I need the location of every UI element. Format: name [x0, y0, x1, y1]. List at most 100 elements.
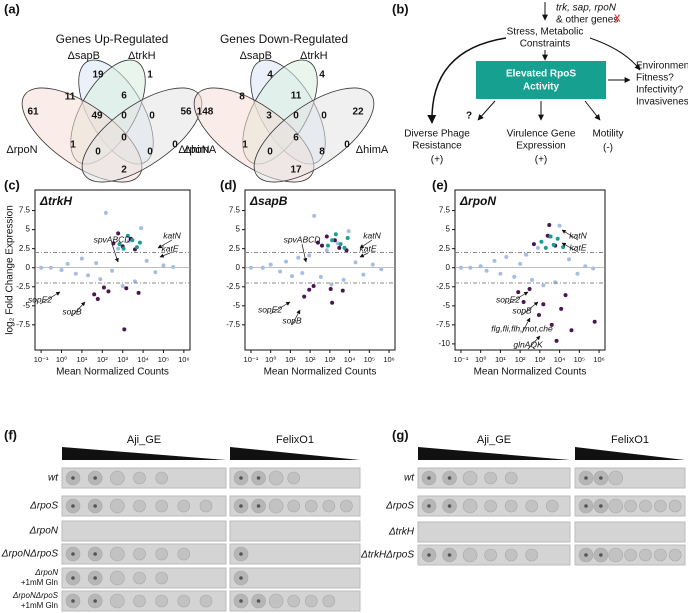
annotation-arrow: [561, 242, 579, 253]
venn-count: 1: [242, 140, 248, 151]
panel-label: (a): [4, 1, 20, 16]
row-label: ΔtrkHΔrpoS: [360, 550, 414, 561]
x-tick-label: 10⁴: [344, 355, 356, 364]
venn-count: 1: [70, 140, 76, 151]
plaque-center: [93, 552, 97, 556]
y-tick-label: -2.5: [436, 282, 450, 291]
venn-set-label: ΔtrkH: [300, 50, 328, 62]
phage-label: Aji_GE: [127, 434, 161, 446]
blocked-mark: x: [614, 9, 621, 24]
annotation-arrow: [521, 317, 531, 334]
venn-count: 0: [121, 133, 127, 144]
plaque-spot: [654, 499, 667, 513]
venn-count: 0: [293, 111, 299, 122]
plaque-spot: [504, 548, 518, 562]
plaque-spot: [133, 499, 146, 513]
venn-title: Genes Down-Regulated: [220, 32, 348, 46]
y-tick-label: 2.5: [19, 244, 31, 253]
point: [569, 328, 574, 333]
point: [567, 257, 572, 262]
stress-text: Constraints: [520, 39, 571, 50]
plaque-spot: [304, 499, 318, 513]
plaque-spot: [133, 471, 146, 485]
point: [575, 271, 580, 276]
plaque-spot: [608, 498, 624, 514]
plaque-center: [256, 599, 261, 603]
point: [124, 286, 129, 291]
center-text: Elevated RpoS: [506, 69, 576, 80]
plaque-center: [239, 576, 243, 580]
point: [318, 274, 323, 279]
venn-count: 3: [266, 111, 272, 122]
plaque-center: [71, 599, 75, 603]
annotation-arrow: [71, 301, 86, 317]
x-tick-label: 10⁻¹: [244, 355, 259, 364]
plaque-center: [93, 599, 97, 603]
point: [116, 246, 121, 251]
stress-text: Stress, Metabolic: [507, 27, 584, 38]
row-label: ΔrpoN: [34, 568, 58, 577]
point: [539, 239, 544, 244]
plaque-spot: [110, 546, 125, 562]
annotation-arrow: [507, 291, 529, 305]
venn-count: 0: [344, 140, 350, 151]
point: [591, 266, 596, 271]
plaque-spot: [484, 548, 497, 562]
annotation-arrow: [111, 243, 119, 263]
point: [312, 213, 317, 218]
point: [248, 265, 253, 270]
point: [504, 255, 509, 260]
y-tick-label: 5: [236, 225, 241, 234]
plaque-spot: [484, 471, 497, 485]
y-tick-label: -7.5: [16, 320, 30, 329]
plaque-spot: [110, 498, 125, 514]
outcome-text: Expression: [516, 141, 565, 152]
plaque-spot: [199, 594, 213, 608]
point: [289, 274, 294, 279]
venn-count: 22: [352, 107, 364, 118]
plaque-spot: [155, 594, 168, 608]
point: [110, 268, 115, 273]
arrow: [589, 37, 641, 71]
plaque-center: [427, 504, 431, 508]
venn-count: 0: [121, 111, 127, 122]
dilution-triangle: [418, 447, 570, 460]
annotation-arrow: [521, 301, 539, 316]
venn-count: 2: [121, 165, 127, 176]
point: [139, 226, 144, 231]
point: [340, 288, 345, 293]
plaque-spot: [155, 571, 168, 585]
plate-strip: [61, 520, 227, 542]
point: [337, 245, 342, 250]
point: [555, 236, 560, 241]
y-tick-label: 7.5: [19, 206, 31, 215]
venn-set-label: ΔtrkH: [128, 50, 156, 62]
annotation: sopE2: [496, 294, 520, 304]
point: [65, 261, 70, 266]
plaque-center: [427, 476, 431, 480]
plaque-spot: [484, 499, 497, 513]
plaque-spot: [304, 594, 318, 608]
center-box: [476, 61, 606, 99]
plaque-spot: [110, 570, 125, 586]
arrow: [427, 37, 507, 124]
x-tick-label: 10¹: [495, 355, 506, 364]
venn-count: 6: [121, 91, 127, 102]
point: [101, 285, 106, 290]
plaque-spot: [525, 548, 539, 562]
plaque-spot: [668, 548, 682, 562]
plaque-center: [71, 476, 75, 480]
venn-set-label: ΔsapB: [68, 50, 100, 62]
point: [136, 290, 141, 295]
plaque-center: [584, 504, 588, 508]
venn-set-label: ΔsapB: [240, 50, 272, 62]
plaque-center: [239, 476, 243, 480]
annotation: katN: [163, 230, 181, 240]
annotation: katE: [359, 243, 376, 253]
point: [370, 262, 375, 267]
y-tick-label: 5: [446, 225, 451, 234]
plaque-center: [71, 552, 75, 556]
point: [541, 283, 546, 288]
input-text: & other genes: [556, 15, 618, 26]
annotation-arrow: [269, 301, 291, 315]
